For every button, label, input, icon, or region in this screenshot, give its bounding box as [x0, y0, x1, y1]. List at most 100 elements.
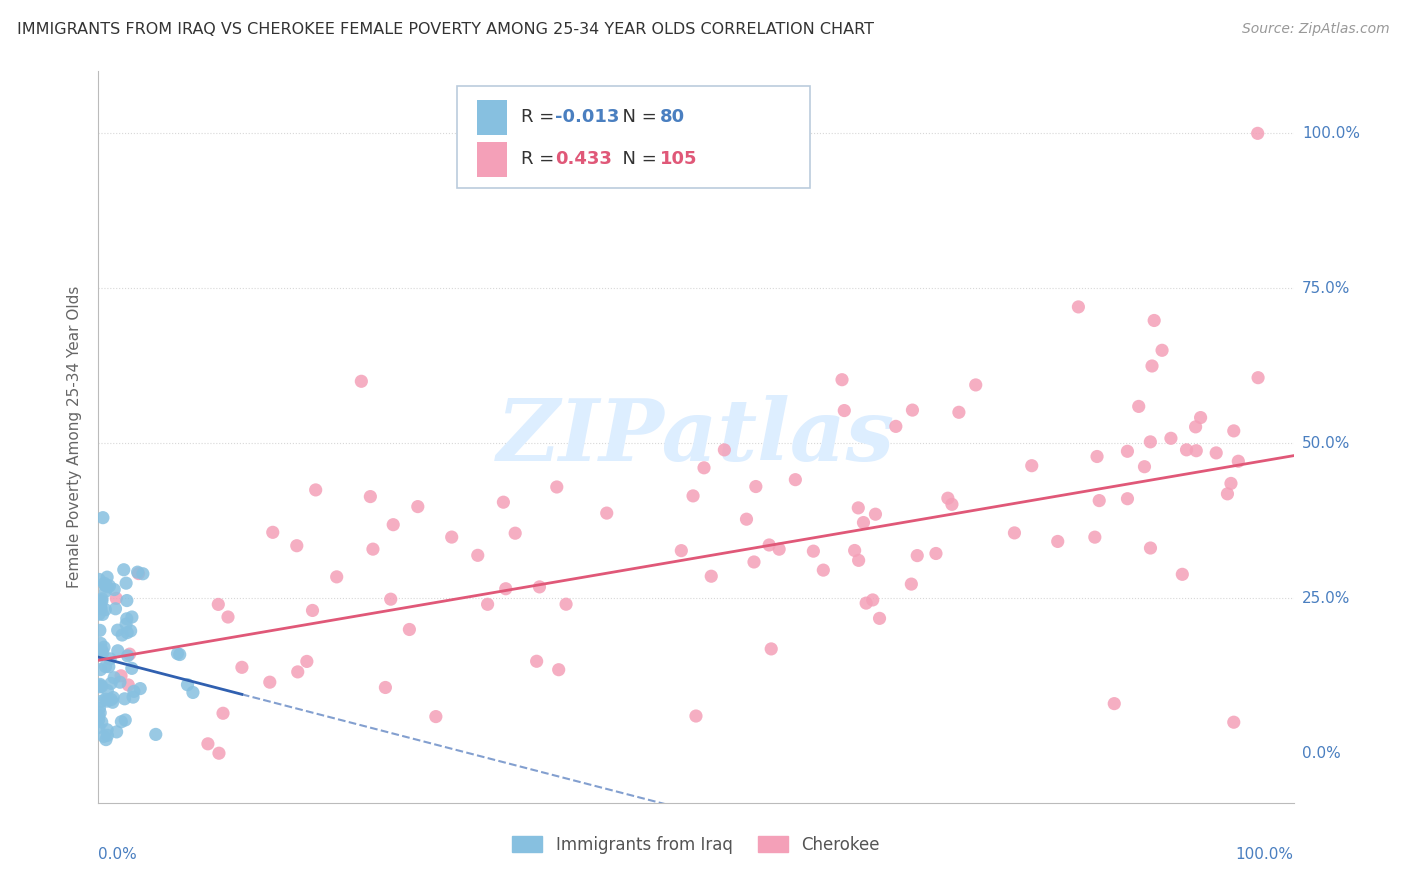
Point — [94, 584, 117, 599]
Point — [1247, 126, 1270, 140]
Text: 80: 80 — [661, 109, 685, 127]
Text: 100.0%: 100.0% — [1302, 126, 1360, 141]
FancyBboxPatch shape — [477, 142, 508, 177]
Point — [848, 553, 870, 567]
Point — [862, 593, 884, 607]
Point — [90, 636, 112, 650]
Point — [90, 594, 112, 608]
Point — [852, 516, 875, 530]
Point — [93, 730, 115, 744]
Point — [129, 681, 152, 696]
Text: ZIPatlas: ZIPatlas — [496, 395, 896, 479]
Point — [700, 569, 723, 583]
Point — [89, 701, 111, 715]
Y-axis label: Female Poverty Among 25-34 Year Olds: Female Poverty Among 25-34 Year Olds — [67, 286, 83, 588]
Point — [90, 601, 112, 615]
Point — [96, 683, 118, 698]
Point — [94, 692, 117, 706]
Legend: Immigrants from Iraq, Cherokee: Immigrants from Iraq, Cherokee — [506, 829, 886, 860]
Point — [785, 473, 807, 487]
Point — [526, 654, 548, 668]
Point — [546, 480, 568, 494]
Point — [89, 706, 111, 720]
Point — [596, 506, 619, 520]
Point — [1116, 444, 1139, 458]
Point — [1185, 443, 1208, 458]
Point — [118, 647, 141, 661]
Point — [359, 490, 381, 504]
Point — [145, 727, 167, 741]
Point — [114, 691, 136, 706]
Point — [87, 573, 110, 587]
Point — [1085, 450, 1108, 464]
Point — [1189, 410, 1212, 425]
Point — [91, 607, 114, 622]
Point — [682, 489, 704, 503]
Point — [181, 685, 204, 699]
Point — [128, 566, 150, 581]
Point — [936, 491, 959, 506]
Text: 100.0%: 100.0% — [1236, 847, 1294, 862]
Point — [87, 721, 110, 735]
Point — [115, 617, 138, 632]
Point — [1171, 567, 1194, 582]
Point — [91, 646, 114, 660]
Point — [832, 403, 855, 417]
Point — [101, 695, 124, 709]
Text: 75.0%: 75.0% — [1302, 281, 1350, 296]
Point — [1116, 491, 1139, 506]
Point — [1184, 420, 1206, 434]
Point — [207, 598, 229, 612]
Text: 0.433: 0.433 — [555, 150, 612, 168]
Point — [120, 624, 142, 638]
Point — [713, 442, 735, 457]
Point — [1205, 446, 1227, 460]
Point — [846, 500, 869, 515]
Point — [1223, 715, 1246, 730]
FancyBboxPatch shape — [477, 100, 508, 135]
Point — [941, 497, 963, 511]
Point — [900, 577, 922, 591]
Point — [1227, 454, 1250, 468]
Point — [735, 512, 758, 526]
Point — [105, 591, 128, 606]
Point — [117, 648, 139, 663]
Point — [89, 648, 111, 662]
Point — [287, 665, 309, 679]
Point — [831, 373, 853, 387]
Point — [495, 582, 517, 596]
Text: -0.013: -0.013 — [555, 109, 619, 127]
Point — [94, 732, 117, 747]
Point — [1088, 493, 1111, 508]
Point — [901, 403, 924, 417]
Point — [262, 525, 284, 540]
Point — [406, 500, 429, 514]
Point — [1021, 458, 1043, 473]
Point — [425, 709, 447, 723]
Point — [1128, 400, 1150, 414]
Point — [87, 679, 110, 693]
Point — [96, 580, 118, 594]
Point — [217, 610, 239, 624]
Point — [89, 624, 111, 638]
Point — [685, 709, 707, 723]
Text: R =: R = — [522, 109, 561, 127]
Point — [529, 580, 551, 594]
Point — [1220, 476, 1243, 491]
Point — [169, 648, 191, 662]
Point — [325, 570, 347, 584]
Point — [965, 378, 987, 392]
Point — [925, 546, 948, 560]
Point — [94, 659, 117, 673]
Point — [87, 713, 110, 727]
Point — [1216, 487, 1239, 501]
Point — [89, 599, 111, 614]
Point — [91, 591, 114, 606]
Point — [768, 542, 790, 557]
Point — [350, 374, 373, 388]
Point — [1139, 434, 1161, 449]
Point — [758, 538, 780, 552]
Point — [98, 652, 121, 666]
Point — [98, 579, 121, 593]
Point — [127, 565, 149, 579]
